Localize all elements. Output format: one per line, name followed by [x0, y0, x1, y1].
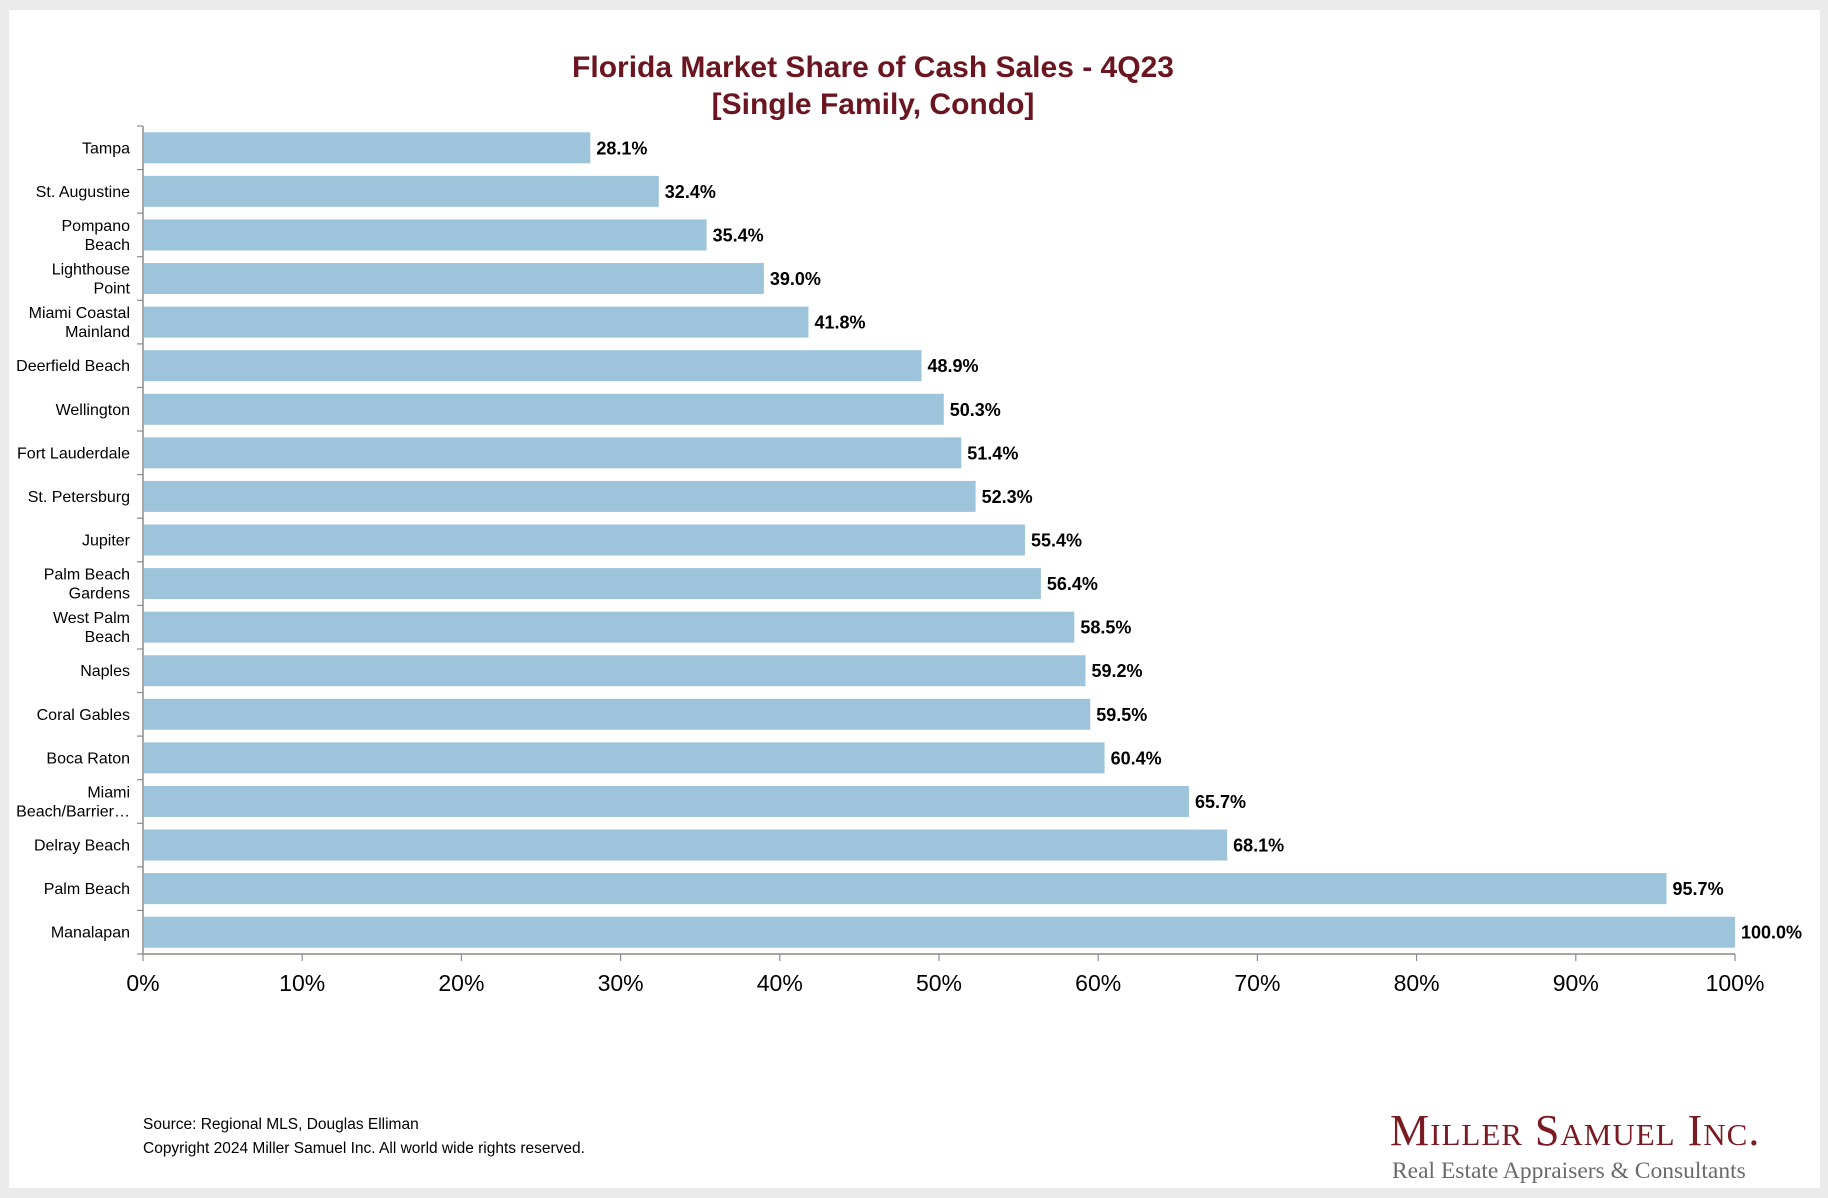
bar-3 [144, 263, 764, 295]
bar-15 [144, 785, 1189, 817]
x-tick-label: 50% [916, 970, 962, 996]
category-label-line: Delray Beach [34, 838, 130, 855]
x-tick-label: 90% [1553, 970, 1599, 996]
bar-14 [144, 742, 1105, 774]
category-label-line: Miami Coastal [29, 305, 130, 322]
value-label: 39.0% [770, 269, 821, 289]
x-tick-label: 70% [1234, 970, 1280, 996]
value-label: 28.1% [596, 138, 647, 158]
value-label: 41.8% [814, 313, 865, 333]
category-label-line: Fort Lauderdale [17, 445, 130, 462]
value-label: 32.4% [665, 182, 716, 202]
labels-layer: 28.1% Tampa 32.4% St. Augustine 35.4% Pompano… [16, 138, 1802, 942]
category-label-line: Naples [80, 663, 130, 680]
bar-1 [144, 175, 659, 207]
value-label: 35.4% [713, 225, 764, 245]
source-note: Source: Regional MLS, Douglas Elliman [143, 1116, 419, 1133]
axis-layer: 0% 10% 20% 30% 40% 50% 60% 70% 80% 90% 100% [126, 125, 1765, 996]
x-tick-label: 100% [1706, 970, 1765, 996]
category-label-line: St. Petersburg [28, 489, 130, 506]
category-label-line: Pompano [62, 218, 131, 235]
category-label-line: Lighthouse [52, 262, 130, 279]
value-label: 65.7% [1195, 792, 1246, 812]
value-label: 56.4% [1047, 574, 1098, 594]
category-label-line: Beach [85, 237, 130, 254]
x-tick-label: 20% [438, 970, 484, 996]
value-label: 60.4% [1111, 748, 1162, 768]
category-label-line: St. Augustine [36, 184, 130, 201]
value-label: 95.7% [1673, 879, 1724, 899]
bar-13 [144, 698, 1091, 730]
x-tick-label: 60% [1075, 970, 1121, 996]
category-label-line: Wellington [56, 402, 130, 419]
x-tick-label: 30% [598, 970, 644, 996]
category-label-line: Boca Raton [46, 750, 130, 767]
category-label-line: Deerfield Beach [16, 358, 130, 375]
bar-10 [144, 568, 1041, 600]
value-label: 68.1% [1233, 836, 1284, 856]
category-label-line: Mainland [65, 324, 130, 341]
bar-8 [144, 480, 976, 512]
category-label-line: Jupiter [82, 533, 131, 550]
value-label: 59.5% [1096, 705, 1147, 725]
category-label-line: Gardens [69, 586, 130, 603]
bar-17 [144, 873, 1667, 905]
category-label-line: Manalapan [51, 925, 130, 942]
bar-9 [144, 524, 1025, 556]
company-logo-name: Miller Samuel Inc. [1390, 1106, 1761, 1155]
bars-layer [144, 132, 1735, 948]
category-label-line: Beach/Barrier… [16, 803, 130, 820]
bar-7 [144, 437, 962, 469]
bar-11 [144, 611, 1075, 643]
category-label-line: Tampa [82, 140, 130, 157]
value-label: 50.3% [950, 400, 1001, 420]
category-label-line: Coral Gables [37, 707, 130, 724]
value-label: 55.4% [1031, 531, 1082, 551]
company-logo-tagline: Real Estate Appraisers & Consultants [1392, 1158, 1746, 1184]
chart-subtitle: [Single Family, Condo] [712, 88, 1035, 121]
category-label-line: Point [94, 281, 131, 298]
category-label-line: Beach [85, 629, 130, 646]
x-tick-label: 0% [126, 970, 159, 996]
x-tick-label: 80% [1394, 970, 1440, 996]
bar-0 [144, 132, 591, 164]
bar-18 [144, 916, 1735, 948]
chart-title: Florida Market Share of Cash Sales - 4Q2… [572, 51, 1174, 84]
bar-12 [144, 655, 1086, 687]
bar-4 [144, 306, 809, 338]
bar-16 [144, 829, 1228, 861]
value-label: 100.0% [1741, 923, 1802, 943]
x-tick-label: 40% [757, 970, 803, 996]
value-label: 59.2% [1091, 661, 1142, 681]
bar-5 [144, 350, 922, 382]
value-label: 48.9% [927, 356, 978, 376]
copyright-note: Copyright 2024 Miller Samuel Inc. All wo… [143, 1140, 585, 1157]
category-label-line: West Palm [53, 610, 130, 627]
bar-6 [144, 393, 944, 425]
category-label-line: Palm Beach [44, 567, 130, 584]
category-label-line: Palm Beach [44, 881, 130, 898]
value-label: 58.5% [1080, 618, 1131, 638]
bar-2 [144, 219, 707, 251]
category-label-line: Miami [87, 784, 130, 801]
value-label: 52.3% [982, 487, 1033, 507]
value-label: 51.4% [967, 443, 1018, 463]
x-tick-label: 10% [279, 970, 325, 996]
